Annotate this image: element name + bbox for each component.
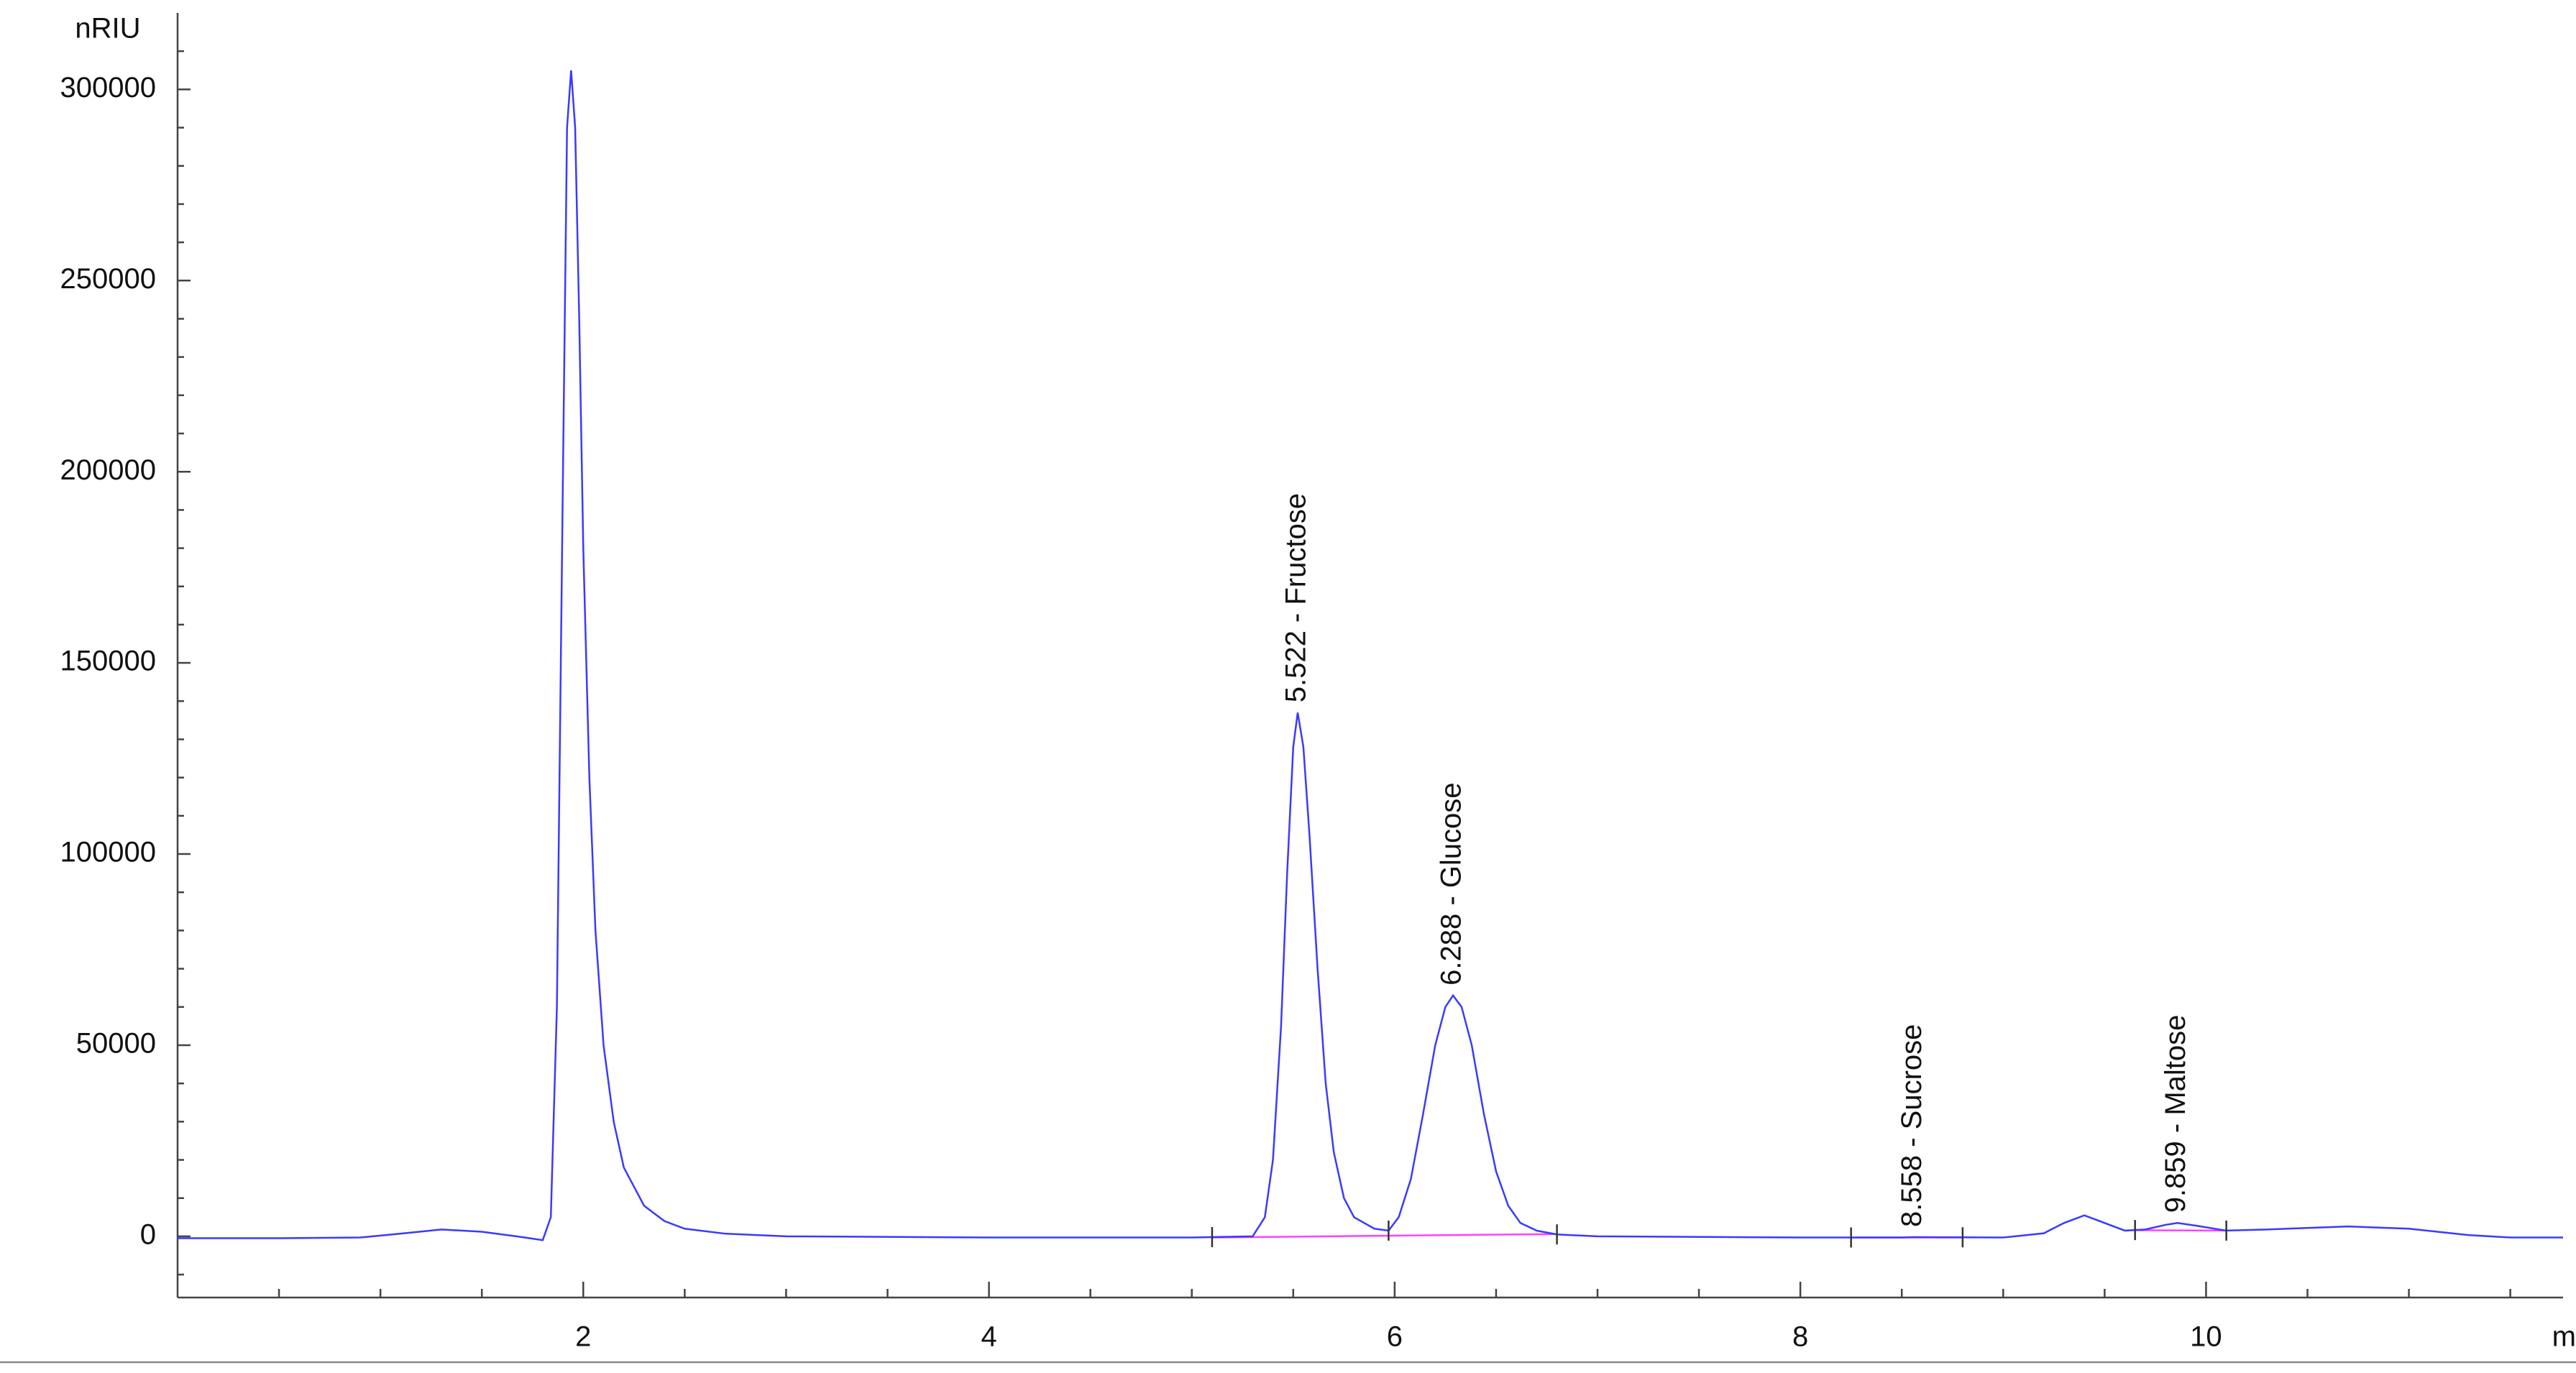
y-axis-label: nRIU xyxy=(75,13,140,45)
y-tick-label: 50000 xyxy=(76,1028,156,1060)
x-tick-label: 4 xyxy=(981,1321,996,1353)
x-axis-label: m xyxy=(2552,1321,2576,1353)
integration-baseline xyxy=(1211,1233,1557,1239)
x-tick-label: 2 xyxy=(575,1321,591,1353)
y-tick-label: 200000 xyxy=(60,454,156,486)
x-tick-label: 10 xyxy=(2190,1321,2222,1353)
peak-annotation: 6.288 - Glucose xyxy=(1436,782,1467,985)
peak-annotation: 5.522 - Fructose xyxy=(1280,493,1312,702)
signal-line xyxy=(178,70,2563,1241)
integration-baseline xyxy=(2135,1229,2227,1232)
peak-annotation: 9.859 - Maltose xyxy=(2160,1015,2191,1213)
y-tick-label: 150000 xyxy=(60,646,156,677)
y-tick-label: 0 xyxy=(140,1218,156,1250)
x-tick-label: 6 xyxy=(1387,1321,1403,1353)
x-tick-label: 8 xyxy=(1792,1321,1808,1353)
y-tick-label: 250000 xyxy=(60,263,156,295)
y-tick-label: 300000 xyxy=(60,72,156,104)
y-tick-label: 100000 xyxy=(60,837,156,868)
peak-annotation: 8.558 - Sucrose xyxy=(1896,1024,1928,1227)
